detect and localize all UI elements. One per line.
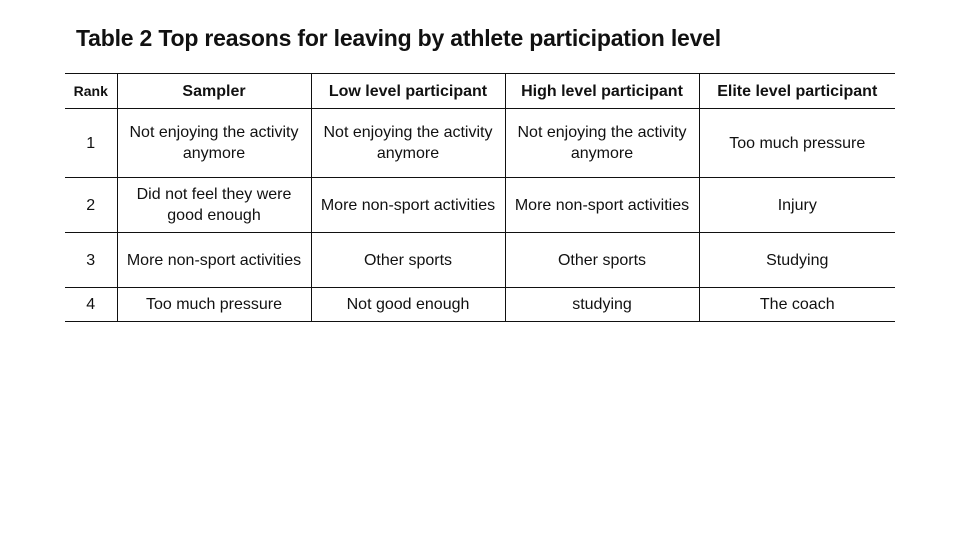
table-cell: Not enjoying the activity anymore	[310, 108, 506, 178]
table-cell: More non-sport activities	[310, 177, 506, 233]
table-cell: Not enjoying the activity anymore	[116, 108, 312, 178]
table-row: 3 More non-sport activities Other sports…	[65, 232, 895, 288]
rank-cell: 4	[65, 287, 118, 322]
table-cell: More non-sport activities	[504, 177, 700, 233]
header-high-level: High level participant	[504, 73, 700, 109]
table-cell: Did not feel they were good enough	[116, 177, 312, 233]
header-low-level: Low level participant	[310, 73, 506, 109]
table-row: 4 Too much pressure Not good enough stud…	[65, 287, 895, 322]
table-cell: Not enjoying the activity anymore	[504, 108, 700, 178]
table-header-row: Rank Sampler Low level participant High …	[65, 73, 895, 109]
table-cell: Other sports	[310, 232, 506, 288]
table-cell: Too much pressure	[698, 108, 895, 178]
table-cell: Too much pressure	[116, 287, 312, 322]
table-cell: Not good enough	[310, 287, 506, 322]
table-cell: The coach	[698, 287, 895, 322]
table-cell: Other sports	[504, 232, 700, 288]
table-cell: Studying	[698, 232, 895, 288]
reasons-table: Rank Sampler Low level participant High …	[65, 73, 895, 322]
rank-cell: 3	[65, 232, 118, 288]
header-elite-level: Elite level participant	[698, 73, 895, 109]
table-row: 1 Not enjoying the activity anymore Not …	[65, 108, 895, 178]
table-cell: studying	[504, 287, 700, 322]
table-row: 2 Did not feel they were good enough Mor…	[65, 177, 895, 233]
rank-cell: 1	[65, 108, 118, 178]
header-sampler: Sampler	[116, 73, 312, 109]
table-cell: More non-sport activities	[116, 232, 312, 288]
table-cell: Injury	[698, 177, 895, 233]
table-title: Table 2 Top reasons for leaving by athle…	[76, 25, 721, 51]
header-rank: Rank	[65, 73, 118, 109]
rank-cell: 2	[65, 177, 118, 233]
